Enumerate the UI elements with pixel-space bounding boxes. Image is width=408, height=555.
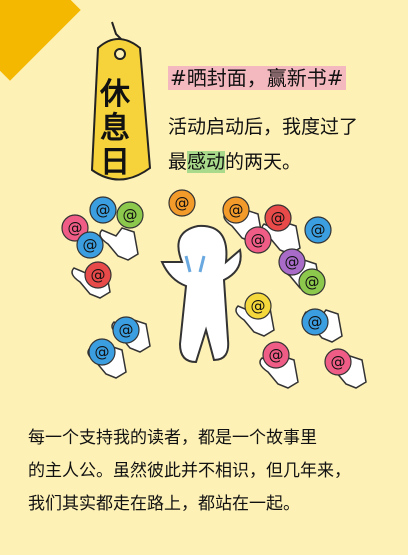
balloon [244, 292, 272, 320]
balloon [88, 338, 116, 366]
bottom-line-2: 的主人公。虽然彼此并不相识，但几年来， [28, 461, 351, 481]
subline-2-after: 的两天。 [225, 151, 302, 173]
balloon-symbol: @ [285, 253, 300, 271]
balloon [84, 261, 112, 289]
balloon [278, 248, 306, 276]
bottom-line-3: 我们其实都走在路上，都站在一起。 [28, 494, 300, 514]
tag-char-1: 休 [100, 77, 130, 112]
balloon [264, 204, 292, 232]
balloon-symbol: @ [251, 297, 266, 315]
balloon-symbol: @ [229, 201, 244, 219]
balloon [324, 348, 352, 376]
balloon [89, 196, 117, 224]
balloon-symbol: @ [175, 194, 190, 212]
subline-1: 活动启动后，我度过了 [168, 116, 359, 138]
balloon-symbol: @ [251, 231, 266, 249]
balloon [244, 226, 272, 254]
balloon-symbol: @ [96, 201, 111, 219]
subline-2-before: 最 [168, 151, 188, 173]
headline: #晒封面，赢新书# [168, 66, 398, 90]
bottom-paragraph: 每一个支持我的读者，都是一个故事里 的主人公。虽然彼此并不相识，但几年来， 我们… [28, 422, 388, 521]
balloon-symbol: @ [91, 266, 106, 284]
bottom-line-1: 每一个支持我的读者，都是一个故事里 [28, 428, 317, 448]
balloon [222, 196, 250, 224]
balloon [262, 341, 290, 369]
balloon [112, 316, 140, 344]
balloon-symbol: @ [123, 206, 138, 224]
balloon-symbol: @ [311, 221, 326, 239]
subline-2: 最感动的两天。 [168, 147, 301, 174]
tag-char-2: 息 [100, 111, 130, 146]
balloon-symbol: @ [119, 321, 134, 339]
subline-2-highlight: 感动 [187, 151, 226, 173]
balloon-symbol: @ [83, 236, 98, 254]
tag-char-3: 日 [100, 145, 130, 180]
headline-text: #晒封面，赢新书# [168, 66, 346, 90]
balloon-symbol: @ [308, 313, 323, 331]
balloon-symbol: @ [68, 219, 83, 237]
balloon-symbol: @ [305, 273, 320, 291]
rest-day-tag: 休 息 日 [76, 36, 154, 186]
balloon [168, 189, 196, 217]
balloon [76, 231, 104, 259]
balloon [304, 216, 332, 244]
balloon [116, 201, 144, 229]
balloon-symbol: @ [331, 353, 346, 371]
balloon-symbol: @ [269, 346, 284, 364]
balloon [298, 268, 326, 296]
balloon-symbol: @ [95, 343, 110, 361]
balloon-symbol: @ [271, 209, 286, 227]
balloon [301, 308, 329, 336]
